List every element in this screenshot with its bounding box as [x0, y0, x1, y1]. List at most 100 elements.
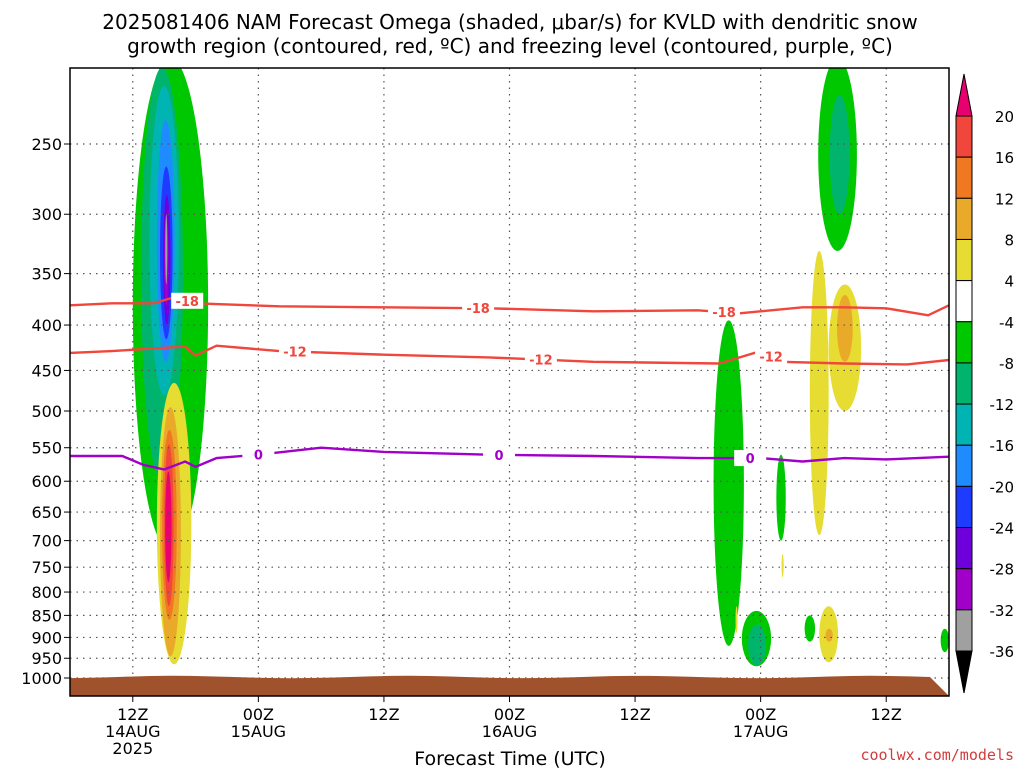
y-tick-label-350: 350	[31, 265, 62, 284]
y-tick-label-400: 400	[31, 316, 62, 335]
contour-label-bg-0-1	[462, 300, 495, 317]
colorbar-box-3	[955, 238, 973, 282]
omega-region-14	[776, 454, 786, 541]
contour-label-0-0: -18	[175, 295, 199, 310]
colorbar-box-6	[955, 362, 973, 405]
colorbar-label-5: -4	[999, 314, 1014, 332]
x-tick-label-30: 12Z	[368, 705, 399, 724]
omega-region-27	[781, 554, 784, 578]
contour-label-2-0: 0	[254, 449, 263, 464]
colorbar-box-4	[955, 280, 973, 323]
colorbar-label-6: -8	[999, 355, 1014, 373]
colorbar-label-0: 20	[995, 108, 1014, 126]
x-tick-label-78: 12Z	[871, 705, 902, 724]
contour-label-bg-2-2	[734, 450, 767, 467]
y-tick-label-750: 750	[31, 558, 62, 577]
contour-label-bg-2-1	[483, 446, 516, 463]
colorbar-bottom-arrow	[955, 650, 973, 694]
omega-region-13	[713, 320, 744, 646]
contour-label-bg-1-0	[278, 343, 311, 360]
colorbar-label-10: -24	[990, 520, 1015, 538]
watermark: coolwx.com/models	[860, 746, 1014, 764]
y-tick-label-900: 900	[31, 628, 62, 647]
colorbar-label-2: 12	[995, 190, 1014, 208]
contour-line-1	[70, 344, 949, 366]
omega-region-21	[809, 250, 829, 536]
chart-title-line2: growth region (contoured, red, ºC) and f…	[127, 34, 893, 58]
contour-label-bg-2-0	[242, 446, 275, 463]
ground-band	[70, 675, 949, 696]
x-tick-label-18: 00Z	[243, 705, 274, 724]
omega-region-19	[804, 615, 816, 642]
colorbar-box-2	[955, 197, 973, 240]
contour-label-0-1: -18	[466, 302, 490, 317]
contour-label-2-1: 0	[495, 449, 504, 464]
x-tick-date-6: 14AUG	[105, 722, 160, 741]
colorbar-label-4: 4	[1004, 273, 1014, 291]
x-tick-date-18: 15AUG	[231, 722, 286, 741]
y-axis: 250 300 350 400 450 500 550 600 650 700 750 800 850 9…	[21, 135, 70, 688]
contour-label-bg-1-2	[755, 348, 788, 365]
contour-line-2	[70, 446, 949, 471]
colorbar-box-8	[955, 444, 973, 487]
colorbar-box-1	[955, 156, 973, 199]
contour-label-2-2: 0	[746, 452, 755, 467]
contour-label-1-0: -12	[283, 346, 307, 361]
x-tick-label-54: 12Z	[619, 705, 650, 724]
y-tick-label-850: 850	[31, 606, 62, 625]
y-tick-label-1000: 1000	[21, 669, 62, 688]
y-tick-label-700: 700	[31, 532, 62, 551]
x-tick-year-6: 2025	[112, 739, 153, 758]
colorbar-label-12: -32	[990, 602, 1015, 620]
omega-region-12	[165, 471, 172, 583]
colorbar-box-12	[955, 609, 973, 652]
colorbar-box-10	[955, 527, 973, 570]
colorbar-box-5	[955, 321, 973, 364]
plot-area: -18 -18 -18 -12 -12 -12 0 0 0	[70, 68, 949, 696]
contour-label-bg-0-0	[171, 292, 204, 309]
y-tick-label-650: 650	[31, 503, 62, 522]
grid-lines	[70, 68, 949, 696]
colorbar-label-3: 8	[1004, 231, 1014, 249]
contour-label-1-1: -12	[529, 354, 553, 369]
omega-region-20	[940, 628, 949, 653]
x-axis-title: Forecast Time (UTC)	[414, 748, 605, 768]
x-tick-label-6: 12Z	[117, 705, 148, 724]
colorbar-label-7: -12	[990, 396, 1015, 414]
contour-line-0	[70, 295, 949, 317]
colorbar-box-11	[955, 568, 973, 611]
y-tick-label-500: 500	[31, 402, 62, 421]
x-tick-date-42: 16AUG	[482, 722, 537, 741]
omega-region-26	[735, 606, 738, 634]
omega-region-16	[748, 624, 766, 666]
colorbar-box-0	[955, 115, 973, 158]
x-tick-label-66: 00Z	[745, 705, 776, 724]
y-tick-label-800: 800	[31, 583, 62, 602]
colorbar-label-9: -20	[990, 478, 1015, 496]
y-tick-label-250: 250	[31, 135, 62, 154]
omega-region-25	[825, 628, 833, 642]
x-tick-date-66: 17AUG	[733, 722, 788, 741]
colorbar-box-7	[955, 403, 973, 446]
y-tick-label-950: 950	[31, 649, 62, 668]
chart-title-line1: 2025081406 NAM Forecast Omega (shaded, μ…	[102, 10, 917, 34]
colorbar-box-9	[955, 485, 973, 529]
omega-shading	[132, 68, 949, 667]
contour-lines: -18 -18 -18 -12 -12 -12 0 0 0	[70, 292, 949, 471]
contour-label-1-2: -12	[759, 350, 783, 365]
colorbar: 20 16 12 8 4 -4 -8 -12 -16 -20 -24 -28 -32 -36	[955, 73, 1015, 694]
colorbar-label-13: -36	[990, 643, 1015, 661]
ground	[70, 675, 949, 696]
contour-label-0-2: -18	[712, 306, 736, 321]
omega-region-23	[837, 295, 853, 362]
y-tick-label-550: 550	[31, 439, 62, 458]
y-tick-label-450: 450	[31, 361, 62, 380]
colorbar-label-8: -16	[990, 437, 1015, 455]
y-tick-label-300: 300	[31, 205, 62, 224]
colorbar-label-1: 16	[995, 149, 1014, 167]
omega-region-7	[165, 214, 168, 285]
contour-label-bg-0-2	[708, 304, 741, 321]
y-tick-label-600: 600	[31, 472, 62, 491]
contour-label-bg-1-1	[524, 351, 557, 368]
